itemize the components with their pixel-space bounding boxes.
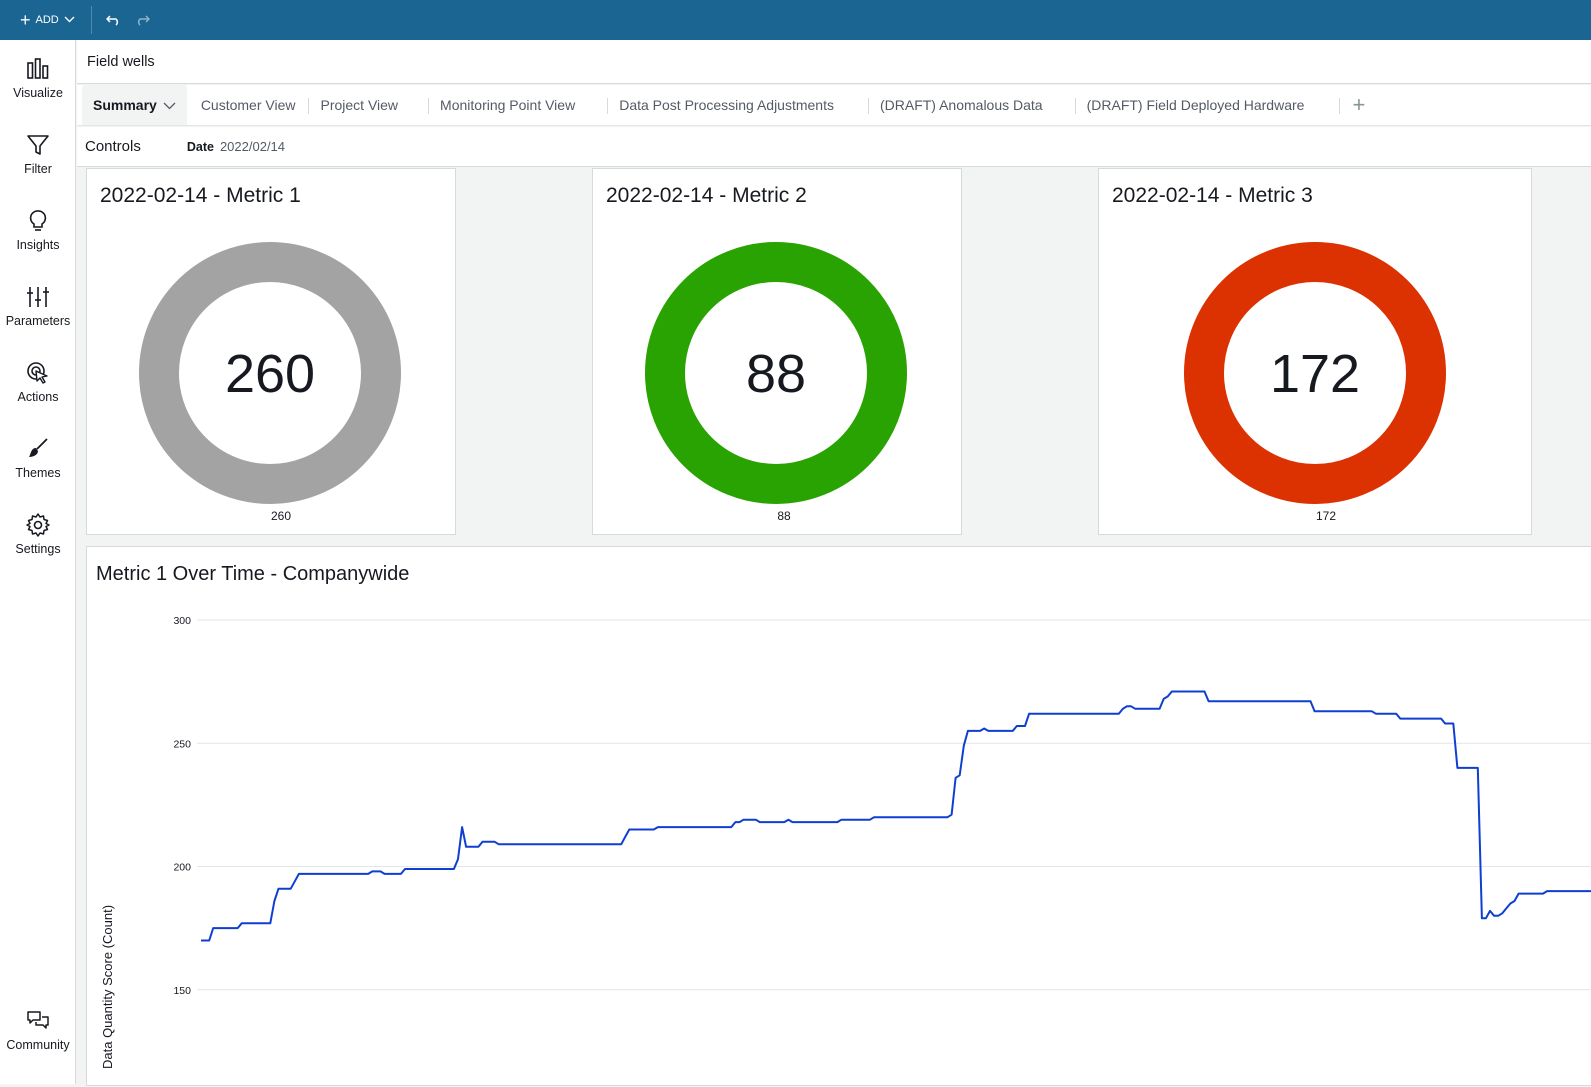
donut-center-value: 172 bbox=[1270, 344, 1360, 404]
main-area: Field wells Summary Customer View Projec… bbox=[77, 40, 1591, 1086]
metric-title: 2022-02-14 - Metric 3 bbox=[1112, 184, 1313, 207]
donut-center-value: 260 bbox=[225, 344, 315, 404]
line-chart-title: Metric 1 Over Time - Companywide bbox=[96, 563, 410, 585]
sidebar-item-filter[interactable]: Filter bbox=[0, 116, 76, 182]
donut-chart: 172 bbox=[1184, 242, 1446, 504]
date-control-value: 2022/02/14 bbox=[219, 139, 286, 154]
add-sheet-icon[interactable]: + bbox=[1352, 92, 1366, 117]
sidebar-item-label: Community bbox=[6, 1038, 70, 1052]
donut-caption: 172 bbox=[1315, 509, 1337, 523]
sidebar-item-label: Settings bbox=[15, 542, 61, 556]
donut-caption: 88 bbox=[777, 509, 791, 523]
tab-monitoring-point-view[interactable]: Monitoring Point View bbox=[429, 85, 609, 125]
tab-label: Monitoring Point View bbox=[440, 97, 576, 113]
donut-caption: 260 bbox=[270, 509, 292, 523]
sheet-tabs: Summary Customer View Project View Monit… bbox=[77, 85, 1591, 126]
tab-project-view[interactable]: Project View bbox=[309, 85, 429, 125]
funnel-icon bbox=[27, 135, 49, 155]
date-control-label: Date bbox=[186, 139, 214, 154]
line-chart: 100150200250300 bbox=[173, 615, 1591, 997]
sidebar-item-label: Insights bbox=[16, 238, 60, 252]
sidebar-item-label: Parameters bbox=[5, 314, 71, 328]
tab-data-post-processing-adjustments[interactable]: Data Post Processing Adjustments bbox=[608, 85, 869, 125]
tab-label: Summary bbox=[93, 97, 157, 113]
sidebar-item-label: Visualize bbox=[13, 86, 63, 100]
donut-chart: 260 bbox=[139, 242, 401, 504]
controls-title: Controls bbox=[85, 138, 141, 155]
date-control[interactable]: Date 2022/02/14 bbox=[187, 139, 285, 154]
tab-draft-anomalous-data[interactable]: (DRAFT) Anomalous Data bbox=[869, 85, 1076, 125]
donut-ring bbox=[645, 242, 907, 504]
line-chart-card[interactable]: Metric 1 Over Time - Companywide 1001502… bbox=[86, 546, 1591, 1086]
bar-chart-icon bbox=[27, 58, 49, 79]
sidebar-item-actions[interactable]: Actions bbox=[0, 344, 76, 410]
metric-card-1[interactable]: 2022-02-14 - Metric 1 260 260 bbox=[86, 168, 456, 535]
field-wells-label: Field wells bbox=[87, 53, 155, 70]
sidebar-item-label: Themes bbox=[15, 466, 61, 480]
tab-draft-field-deployed-hardware[interactable]: (DRAFT) Field Deployed Hardware bbox=[1076, 85, 1341, 125]
chevron-down-icon bbox=[64, 14, 75, 26]
sidebar-item-parameters[interactable]: Parameters bbox=[0, 268, 76, 334]
cursor-click-icon bbox=[27, 362, 48, 384]
y-axis-label: Data Quantity Score (Count) bbox=[100, 904, 115, 1069]
tab-label: Data Post Processing Adjustments bbox=[619, 97, 834, 113]
metric-title: 2022-02-14 - Metric 1 bbox=[100, 184, 301, 207]
chevron-down-icon[interactable] bbox=[163, 97, 176, 113]
tab-summary[interactable]: Summary bbox=[82, 85, 187, 125]
gear-icon bbox=[26, 513, 50, 537]
donut-ring bbox=[1184, 242, 1446, 504]
tab-label: Project View bbox=[320, 97, 399, 113]
metric-title: 2022-02-14 - Metric 2 bbox=[606, 184, 807, 207]
y-tick-label: 250 bbox=[173, 738, 191, 750]
sliders-icon bbox=[27, 287, 49, 307]
sidebar-item-visualize[interactable]: Visualize bbox=[0, 40, 76, 106]
y-tick-label: 200 bbox=[173, 862, 191, 874]
sidebar-item-settings[interactable]: Settings bbox=[0, 496, 76, 562]
field-wells-bar[interactable]: Field wells bbox=[77, 40, 1591, 84]
tab-label: (DRAFT) Anomalous Data bbox=[879, 97, 1043, 113]
add-label: ADD bbox=[35, 14, 59, 26]
sidebar-item-label: Filter bbox=[24, 162, 52, 176]
sidebar-item-themes[interactable]: Themes bbox=[0, 420, 76, 486]
tab-customer-view[interactable]: Customer View bbox=[187, 85, 310, 125]
donut-chart: 88 bbox=[645, 242, 907, 504]
add-button[interactable]: + ADD bbox=[0, 0, 75, 40]
toolbar-divider bbox=[90, 6, 92, 34]
sidebar-item-insights[interactable]: Insights bbox=[0, 192, 76, 258]
tab-label: (DRAFT) Field Deployed Hardware bbox=[1086, 97, 1305, 113]
brush-icon bbox=[29, 438, 48, 457]
metric-card-2[interactable]: 2022-02-14 - Metric 2 88 88 bbox=[592, 168, 962, 535]
donut-center-value: 88 bbox=[746, 344, 806, 404]
y-tick-label: 150 bbox=[173, 985, 191, 997]
series-line bbox=[201, 690, 1591, 942]
donut-ring bbox=[139, 242, 401, 504]
plus-icon: + bbox=[20, 10, 31, 30]
controls-bar: Controls Date 2022/02/14 bbox=[77, 127, 1591, 167]
redo-icon[interactable] bbox=[134, 14, 150, 26]
sidebar-item-community[interactable]: Community bbox=[0, 992, 76, 1058]
left-sidebar: Visualize Filter Insights Parameters Act… bbox=[0, 40, 76, 1084]
metric-card-3[interactable]: 2022-02-14 - Metric 3 172 172 bbox=[1098, 168, 1532, 535]
chat-bubbles-icon bbox=[27, 1011, 49, 1029]
lightbulb-icon bbox=[29, 210, 47, 231]
undo-icon[interactable] bbox=[105, 14, 122, 26]
sidebar-item-label: Actions bbox=[17, 390, 59, 404]
top-toolbar: + ADD bbox=[0, 0, 1591, 40]
y-tick-label: 300 bbox=[173, 615, 191, 627]
tab-label: Customer View bbox=[200, 97, 296, 113]
